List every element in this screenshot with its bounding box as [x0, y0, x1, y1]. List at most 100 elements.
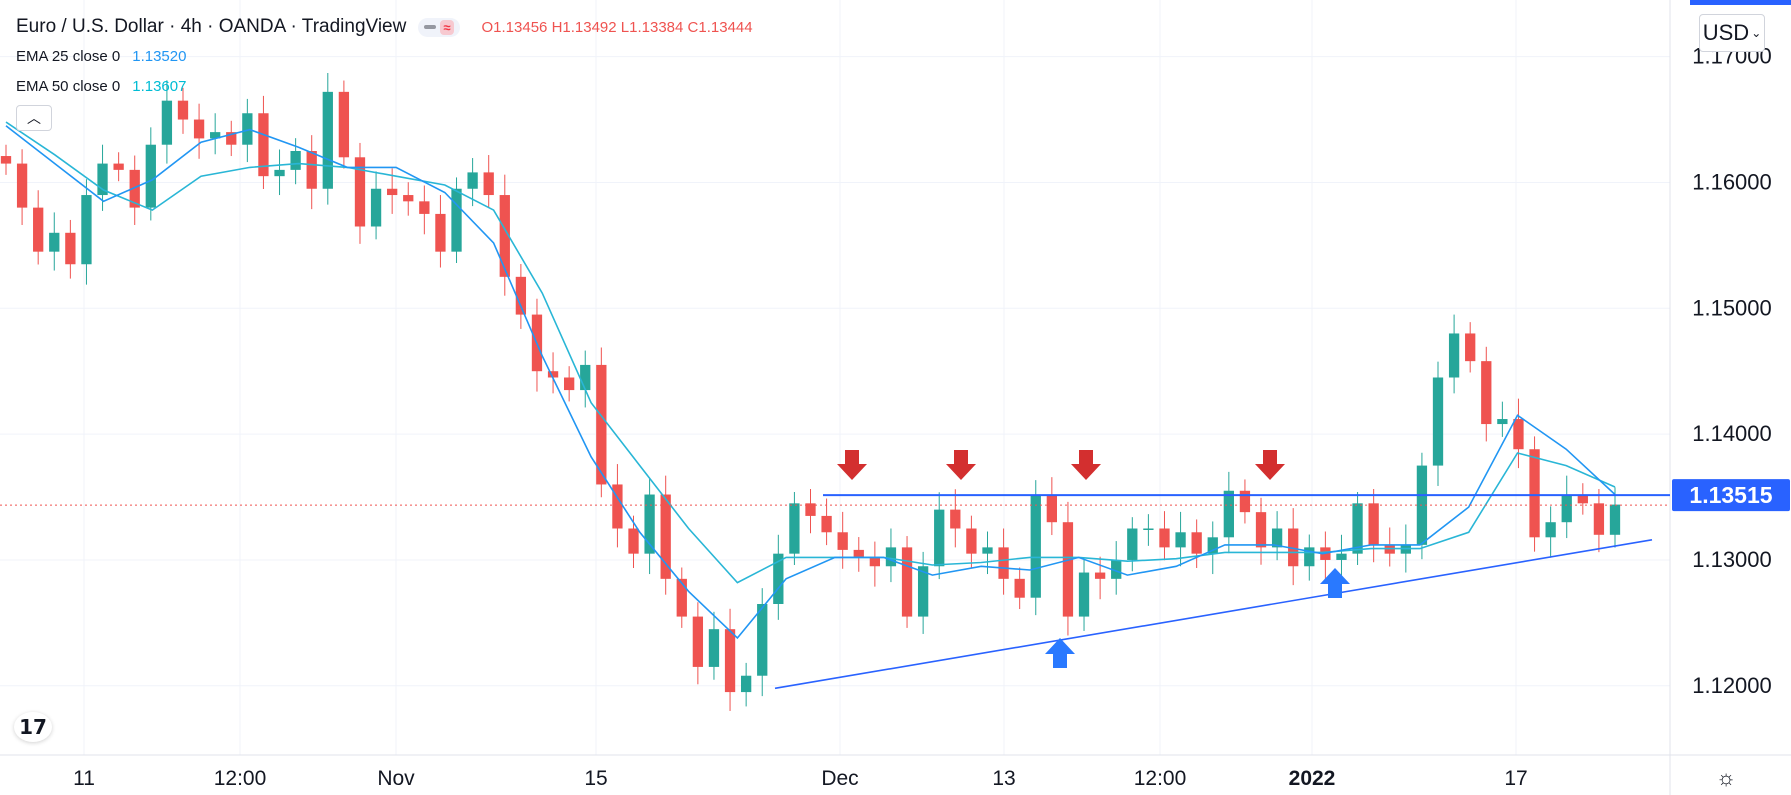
arrow-up-icon: [1045, 638, 1075, 668]
candle-body: [1545, 522, 1556, 538]
x-tick-label: Nov: [377, 767, 415, 790]
candle-body: [837, 532, 848, 550]
candle-body: [322, 91, 333, 189]
candle-body: [242, 113, 253, 145]
candle-body: [1127, 528, 1138, 560]
support-trendline: [774, 539, 1653, 690]
x-tick-label: 17: [1504, 767, 1527, 790]
x-tick-label: Dec: [821, 767, 858, 790]
last-price-tag[interactable]: [1672, 479, 1790, 512]
ohlc-high: H1.13492: [551, 18, 617, 36]
last-price-tag-label: 1.13515: [1689, 482, 1772, 508]
candle-body: [338, 91, 350, 158]
candle-body: [821, 515, 832, 533]
candle-body: [628, 528, 639, 554]
candle-body: [1368, 503, 1379, 545]
arrow-down-icon: [1255, 450, 1285, 480]
candle-body: [16, 163, 28, 208]
collapse-legend-button[interactable]: ︿: [16, 105, 52, 131]
candle-body: [1561, 494, 1572, 523]
candle-body: [403, 195, 414, 202]
candle-body: [998, 547, 1009, 579]
symbol-legend: Euro / U.S. Dollar · 4h · OANDA · Tradin…: [16, 16, 753, 38]
candle-body: [1014, 578, 1025, 598]
candle-body: [129, 169, 140, 208]
candle-body: [966, 528, 977, 554]
y-tick-label: 1.16000: [1692, 169, 1772, 194]
candle-body: [467, 172, 478, 189]
candle-body: [596, 364, 607, 485]
candle-body: [724, 629, 736, 693]
chevron-down-icon: ⌄: [1751, 26, 1762, 40]
candle-body: [1062, 522, 1074, 617]
ohlc-open: O1.13456: [481, 18, 548, 36]
candle-body: [1336, 553, 1347, 560]
currency-button[interactable]: USD ⌄: [1699, 14, 1765, 52]
candle-body: [1030, 494, 1041, 598]
minus-icon: [424, 25, 437, 29]
ema50-label: EMA 50 close 0: [16, 78, 121, 95]
candle-body: [982, 547, 993, 554]
ema25-label: EMA 25 close 0: [16, 48, 121, 65]
candle-body: [210, 132, 221, 139]
candle-body: [901, 547, 913, 617]
candle-body: [33, 207, 44, 252]
candle-body: [1497, 419, 1508, 425]
candle-body: [644, 494, 655, 554]
candle-body: [1577, 494, 1588, 504]
candle-body: [1143, 528, 1154, 530]
candle-body: [451, 188, 462, 252]
ema25-line: [5, 125, 1616, 640]
candle-body: [1271, 528, 1283, 548]
candle-body: [1352, 503, 1363, 554]
candle-body: [161, 100, 173, 145]
candle-body: [435, 213, 446, 252]
wave-icon: ≈: [440, 19, 454, 35]
candle-body: [515, 276, 527, 315]
arrow-down-icon: [946, 450, 976, 480]
candle-body: [1159, 528, 1170, 548]
candle-body: [934, 509, 945, 567]
candle-body: [1094, 572, 1106, 579]
header-accent-bar: [1690, 0, 1791, 5]
candle-body: [258, 113, 269, 177]
ema25-legend[interactable]: EMA 25 close 0 1.13520: [16, 48, 186, 65]
candle-body: [1223, 490, 1234, 538]
candle-body: [274, 169, 285, 177]
candle-body: [290, 151, 301, 170]
candle-body: [1609, 504, 1621, 535]
candle-body: [1111, 559, 1122, 579]
candle-body: [1529, 449, 1540, 538]
candle-body: [1304, 547, 1315, 567]
candle-body: [65, 232, 76, 265]
tradingview-logo[interactable]: 𝟭𝟳: [14, 712, 52, 742]
y-tick-label: 1.12000: [1692, 673, 1772, 698]
candle-body: [113, 163, 124, 170]
y-tick-label: 1.14000: [1692, 421, 1772, 446]
arrow-down-icon: [1071, 450, 1101, 480]
y-tick-label: 1.13000: [1692, 547, 1772, 572]
arrow-up-icon: [1320, 568, 1350, 598]
candle-body: [869, 557, 881, 567]
x-tick-label: 13: [992, 767, 1015, 790]
candle-body: [1432, 377, 1444, 466]
candle-body: [306, 151, 317, 189]
candle-body: [885, 547, 897, 567]
candle-body: [370, 188, 382, 227]
settings-gear-icon[interactable]: ☼: [1716, 765, 1737, 790]
candle-body: [1481, 361, 1492, 425]
symbol-title[interactable]: Euro / U.S. Dollar · 4h · OANDA · Tradin…: [16, 16, 407, 37]
candle-body: [1078, 572, 1090, 617]
ema50-legend[interactable]: EMA 50 close 0 1.13607: [16, 78, 186, 95]
ema50-line: [5, 121, 1616, 584]
candle-body: [81, 195, 92, 265]
candle-body: [1239, 490, 1251, 513]
candle-body: [1288, 528, 1299, 567]
ohlc-values: O1.13456 H1.13492 L1.13384 C1.13444: [482, 19, 753, 36]
candle-body: [145, 144, 156, 208]
x-tick-label: 12:00: [214, 767, 267, 790]
candle-body: [612, 484, 623, 529]
legend-toggle[interactable]: ≈: [418, 17, 460, 37]
candle-body: [49, 232, 60, 252]
